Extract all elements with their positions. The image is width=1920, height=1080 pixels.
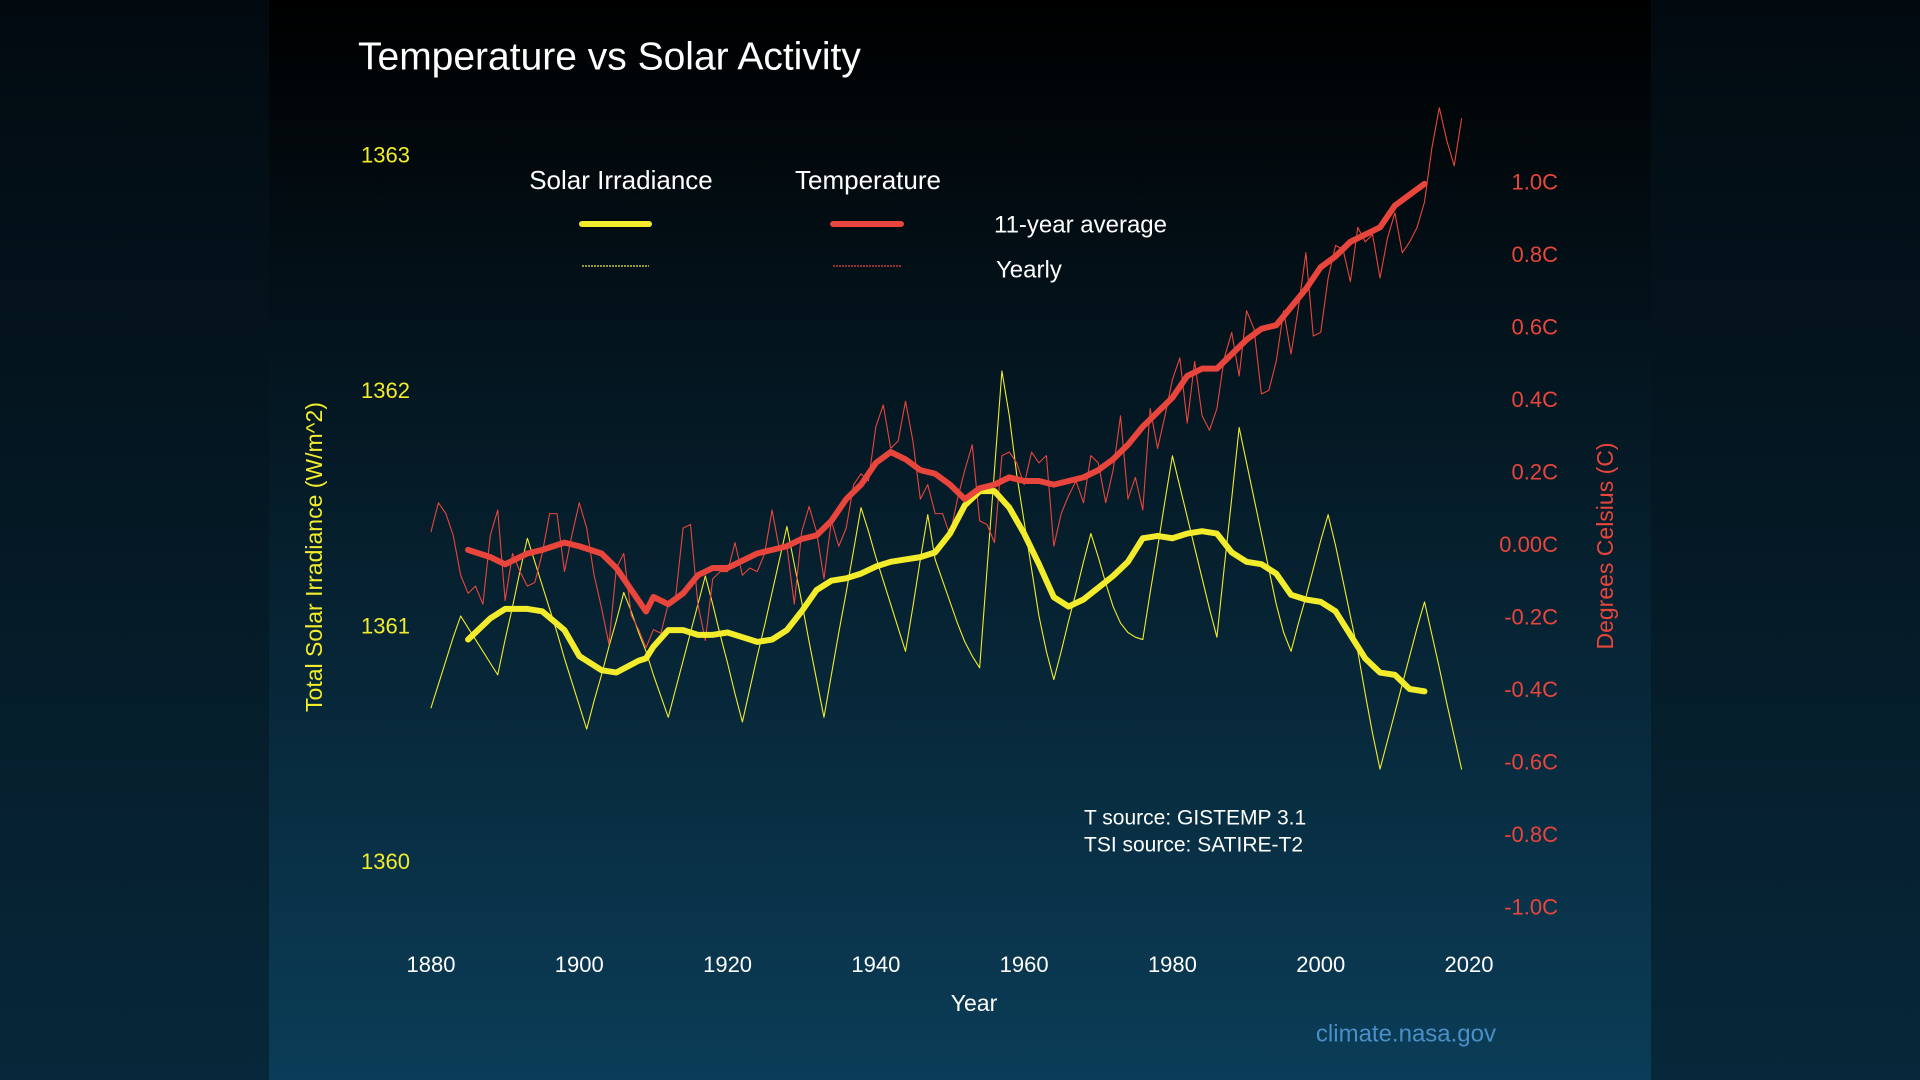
y2-tick-label: -0.4C [1504, 677, 1558, 702]
x-tick-label: 1920 [703, 952, 752, 977]
x-tick-label: 1940 [851, 952, 900, 977]
x-tick-label: 1960 [1000, 952, 1049, 977]
average-line [465, 488, 1428, 695]
average-line [465, 180, 1428, 615]
source-note: TSI source: SATIRE-T2 [1084, 834, 1303, 857]
y2-tick-label: 0.2C [1512, 460, 1559, 485]
credit: climate.nasa.gov [1316, 1020, 1496, 1047]
y2-axis-title: Degrees Celsius (C) [1592, 442, 1618, 649]
legend-row-label: Yearly [996, 256, 1062, 283]
y-tick-label: 1361 [361, 614, 410, 639]
x-tick-label: 2000 [1296, 952, 1345, 977]
x-axis-title: Year [951, 990, 998, 1016]
source-note: T source: GISTEMP 3.1 [1084, 807, 1306, 830]
y2-tick-label: 1.0C [1512, 170, 1559, 195]
legend-label: Solar Irradiance [529, 165, 713, 195]
chart-panel [269, 0, 1651, 1080]
x-tick-label: 1880 [407, 952, 456, 977]
y-tick-label: 1362 [361, 378, 410, 403]
legend-row-label: 11-year average [994, 211, 1167, 238]
yearly-line [430, 107, 1463, 649]
legend-label: Temperature [795, 165, 941, 195]
y2-tick-label: 0.6C [1512, 315, 1559, 340]
y-tick-label: 1363 [361, 142, 410, 167]
y2-tick-label: 0.8C [1512, 242, 1559, 267]
chart-title: Temperature vs Solar Activity [358, 35, 861, 78]
y-axis-title: Total Solar Irradiance (W/m^2) [301, 402, 327, 712]
x-tick-label: 1980 [1148, 952, 1197, 977]
x-tick-label: 1900 [555, 952, 604, 977]
x-tick-label: 2020 [1445, 952, 1494, 977]
y2-tick-label: -0.8C [1504, 822, 1558, 847]
y2-tick-label: -1.0C [1504, 894, 1558, 919]
y-tick-label: 1360 [361, 849, 410, 874]
y2-tick-label: 0.4C [1512, 387, 1559, 412]
y2-tick-label: -0.2C [1504, 605, 1558, 630]
y2-tick-label: 0.00C [1499, 532, 1558, 557]
y2-tick-label: -0.6C [1504, 749, 1558, 774]
